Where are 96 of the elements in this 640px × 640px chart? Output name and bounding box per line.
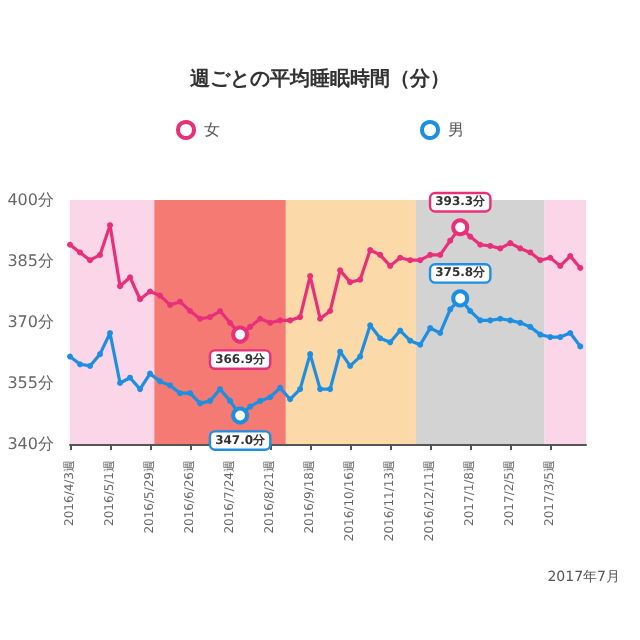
legend-label: 男 xyxy=(448,121,464,139)
point xyxy=(357,353,364,360)
point xyxy=(107,222,114,229)
point xyxy=(477,317,484,324)
point xyxy=(327,308,334,315)
point xyxy=(137,386,144,393)
point xyxy=(397,254,404,261)
point xyxy=(307,273,314,280)
point xyxy=(337,348,344,355)
point xyxy=(527,249,534,256)
point xyxy=(177,390,184,397)
legend-label: 女 xyxy=(204,121,220,139)
point xyxy=(247,403,254,410)
point xyxy=(497,245,504,252)
point xyxy=(77,361,84,368)
point xyxy=(567,253,574,260)
point xyxy=(87,257,94,264)
point xyxy=(67,241,73,248)
point xyxy=(137,296,144,303)
point xyxy=(557,334,564,341)
point xyxy=(427,251,434,258)
point xyxy=(147,370,154,377)
point xyxy=(277,384,284,391)
point xyxy=(157,378,164,385)
point xyxy=(487,317,494,324)
point xyxy=(467,308,474,315)
point xyxy=(507,317,514,324)
point xyxy=(157,292,164,299)
point xyxy=(387,339,394,346)
point xyxy=(277,317,284,324)
y-tick-label: 385分 xyxy=(7,252,54,270)
point xyxy=(147,288,154,295)
point xyxy=(77,249,84,256)
point xyxy=(477,241,484,248)
point xyxy=(537,331,544,338)
point xyxy=(287,396,294,403)
point xyxy=(327,386,334,393)
point xyxy=(197,400,204,407)
point xyxy=(167,382,174,389)
point xyxy=(557,262,564,269)
point xyxy=(257,397,264,404)
point xyxy=(347,279,354,286)
point xyxy=(207,314,214,321)
point xyxy=(497,315,504,322)
point xyxy=(517,245,524,252)
point xyxy=(287,317,294,324)
point xyxy=(447,237,454,244)
point xyxy=(317,386,324,393)
point xyxy=(177,298,184,305)
point xyxy=(427,325,434,332)
point xyxy=(417,341,424,348)
point xyxy=(257,315,264,322)
point xyxy=(527,323,534,330)
point xyxy=(357,276,364,283)
point xyxy=(207,397,214,404)
point xyxy=(377,251,384,258)
point xyxy=(97,351,104,358)
point xyxy=(227,319,234,326)
y-tick-label: 340分 xyxy=(7,435,54,453)
point xyxy=(507,240,514,247)
point xyxy=(97,251,104,258)
y-tick-label: 400分 xyxy=(7,191,54,209)
point xyxy=(307,351,314,358)
point xyxy=(437,251,444,258)
point xyxy=(297,386,304,393)
point xyxy=(247,323,254,330)
point xyxy=(577,264,584,271)
point xyxy=(117,283,124,290)
point xyxy=(537,257,544,264)
point xyxy=(577,343,584,350)
point xyxy=(407,257,414,264)
point xyxy=(547,254,554,261)
point xyxy=(377,335,384,342)
point xyxy=(467,233,474,240)
point xyxy=(567,329,574,336)
y-tick-label: 370分 xyxy=(7,313,54,331)
point xyxy=(197,315,204,322)
point xyxy=(267,319,274,326)
point xyxy=(387,262,394,269)
point xyxy=(337,267,344,274)
point xyxy=(437,329,444,336)
point xyxy=(297,314,304,321)
point xyxy=(267,394,274,401)
point xyxy=(127,274,134,281)
point xyxy=(187,390,194,397)
point xyxy=(127,374,134,381)
point xyxy=(417,257,424,264)
point xyxy=(217,386,224,393)
point xyxy=(227,397,234,404)
point xyxy=(517,319,524,326)
point xyxy=(397,327,404,334)
point xyxy=(447,306,454,313)
point xyxy=(67,353,73,360)
point xyxy=(407,337,414,344)
chart-title: 週ごとの平均睡眠時間（分） xyxy=(188,67,450,91)
y-tick-label: 355分 xyxy=(7,374,54,392)
